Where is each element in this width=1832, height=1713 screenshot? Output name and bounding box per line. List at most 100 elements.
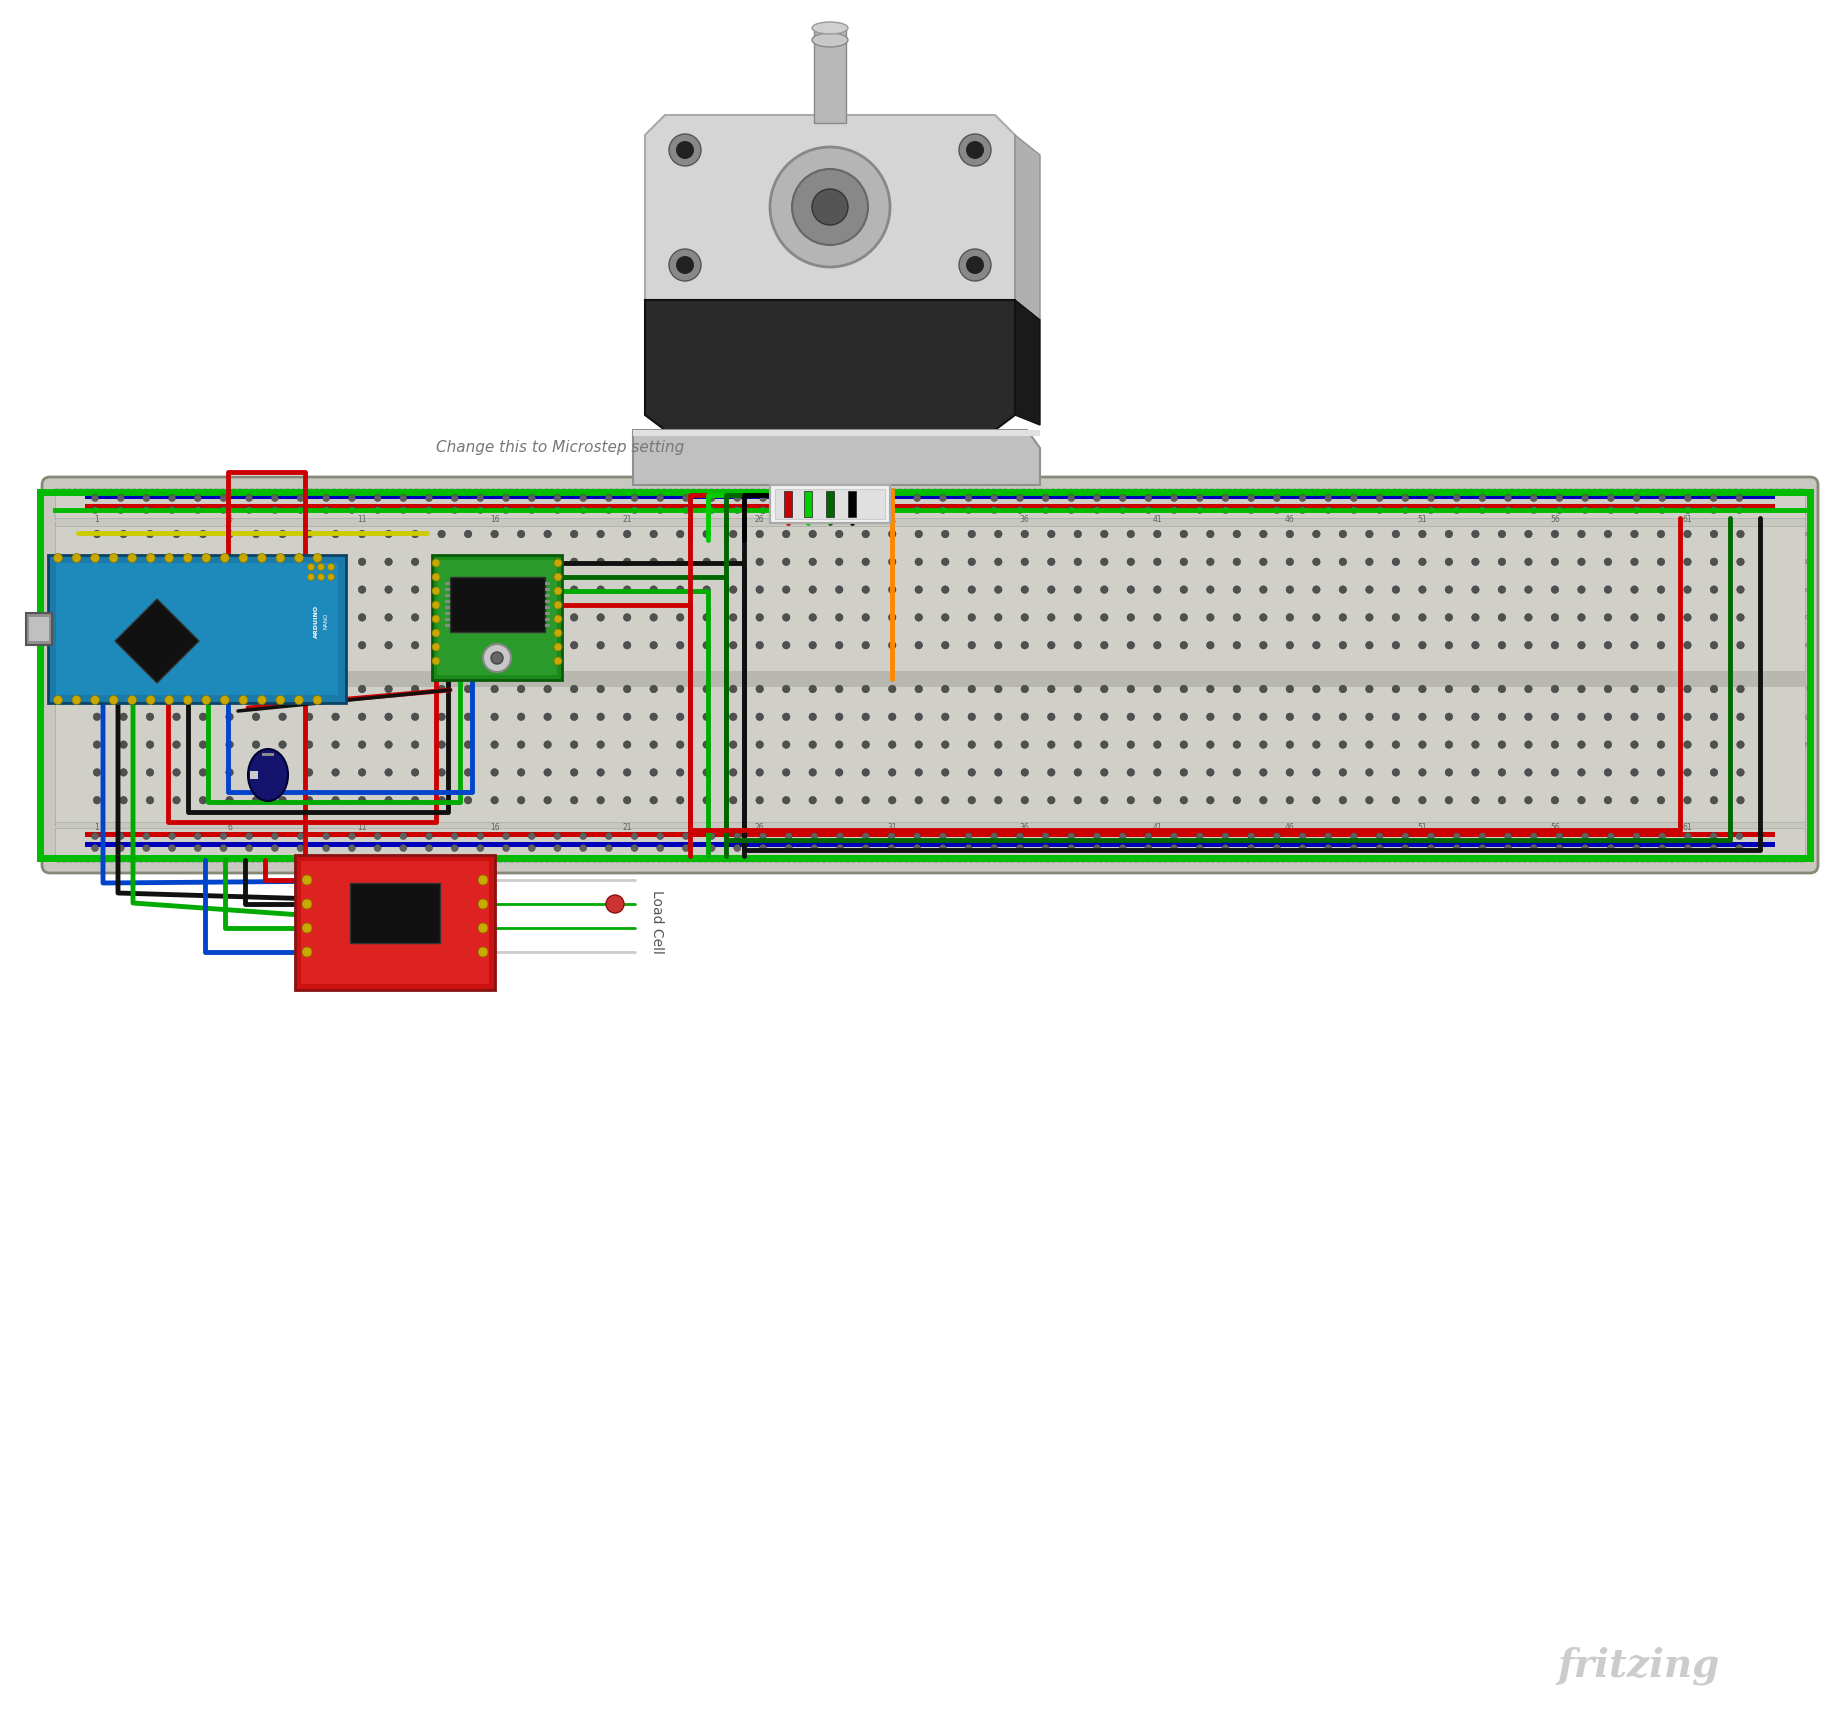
Circle shape [702, 558, 711, 565]
Circle shape [630, 845, 638, 851]
Circle shape [1259, 740, 1266, 749]
Circle shape [451, 507, 458, 514]
Circle shape [1524, 713, 1532, 721]
Bar [632, 430, 1039, 437]
Bar [55, 526, 1805, 822]
Ellipse shape [247, 749, 288, 802]
FancyBboxPatch shape [42, 476, 1817, 874]
Circle shape [1376, 845, 1383, 851]
Circle shape [277, 553, 284, 562]
Circle shape [147, 797, 154, 803]
Circle shape [1339, 531, 1347, 538]
Circle shape [889, 641, 896, 649]
Text: 46: 46 [1284, 822, 1293, 833]
Circle shape [989, 833, 997, 839]
Circle shape [729, 531, 736, 538]
Circle shape [1339, 713, 1347, 721]
Bar [544, 582, 550, 586]
Circle shape [914, 531, 921, 538]
Circle shape [755, 713, 764, 721]
Text: 21: 21 [623, 822, 632, 833]
Circle shape [220, 833, 227, 839]
Circle shape [791, 170, 868, 245]
Circle shape [1530, 833, 1537, 839]
Circle shape [476, 495, 484, 502]
Circle shape [1524, 531, 1532, 538]
Circle shape [889, 713, 896, 721]
Circle shape [1325, 845, 1332, 851]
Circle shape [1577, 713, 1585, 721]
Circle shape [1471, 797, 1478, 803]
Circle shape [861, 558, 868, 565]
Circle shape [938, 495, 945, 502]
Circle shape [172, 641, 180, 649]
Circle shape [597, 713, 605, 721]
Circle shape [650, 558, 658, 565]
Circle shape [410, 531, 420, 538]
Circle shape [1684, 833, 1691, 839]
Circle shape [1248, 507, 1253, 514]
Circle shape [544, 586, 551, 593]
Circle shape [90, 695, 99, 704]
Circle shape [328, 574, 333, 581]
Circle shape [491, 740, 498, 749]
Circle shape [322, 833, 330, 839]
Circle shape [702, 769, 711, 776]
Circle shape [733, 507, 740, 514]
Circle shape [676, 140, 694, 159]
Circle shape [502, 495, 509, 502]
Circle shape [297, 833, 304, 839]
Circle shape [1205, 740, 1213, 749]
Circle shape [861, 833, 868, 839]
Circle shape [995, 740, 1002, 749]
Circle shape [432, 558, 440, 567]
Circle shape [942, 713, 949, 721]
Circle shape [782, 558, 790, 565]
Circle shape [1094, 833, 1099, 839]
Circle shape [1658, 833, 1665, 839]
Bar [432, 555, 562, 680]
Text: NANO: NANO [322, 613, 328, 629]
Circle shape [989, 845, 997, 851]
Circle shape [71, 695, 81, 704]
Circle shape [1478, 507, 1486, 514]
Bar [775, 488, 885, 519]
Circle shape [938, 845, 945, 851]
Circle shape [1656, 531, 1663, 538]
Circle shape [1046, 613, 1055, 622]
Circle shape [553, 642, 562, 651]
Circle shape [1180, 531, 1187, 538]
Circle shape [147, 531, 154, 538]
Circle shape [143, 507, 150, 514]
Circle shape [278, 685, 286, 692]
Circle shape [517, 586, 524, 593]
Circle shape [1709, 685, 1717, 692]
Circle shape [942, 586, 949, 593]
Circle shape [478, 947, 487, 958]
Circle shape [1471, 713, 1478, 721]
Circle shape [491, 586, 498, 593]
Text: 31: 31 [887, 516, 896, 524]
Circle shape [810, 833, 817, 839]
Circle shape [1222, 495, 1227, 502]
Circle shape [995, 797, 1002, 803]
Circle shape [172, 558, 180, 565]
Circle shape [399, 833, 407, 839]
Circle shape [808, 685, 815, 692]
Circle shape [271, 495, 278, 502]
Circle shape [1074, 685, 1081, 692]
Circle shape [1273, 495, 1279, 502]
Circle shape [1471, 558, 1478, 565]
Circle shape [220, 553, 229, 562]
Text: 41: 41 [1152, 516, 1161, 524]
Circle shape [835, 740, 843, 749]
Circle shape [861, 641, 868, 649]
Circle shape [278, 797, 286, 803]
Circle shape [1286, 586, 1293, 593]
Bar [55, 488, 1805, 862]
Bar [55, 671, 1805, 687]
Circle shape [463, 558, 471, 565]
Circle shape [729, 641, 736, 649]
Circle shape [570, 613, 577, 622]
Circle shape [1099, 613, 1108, 622]
